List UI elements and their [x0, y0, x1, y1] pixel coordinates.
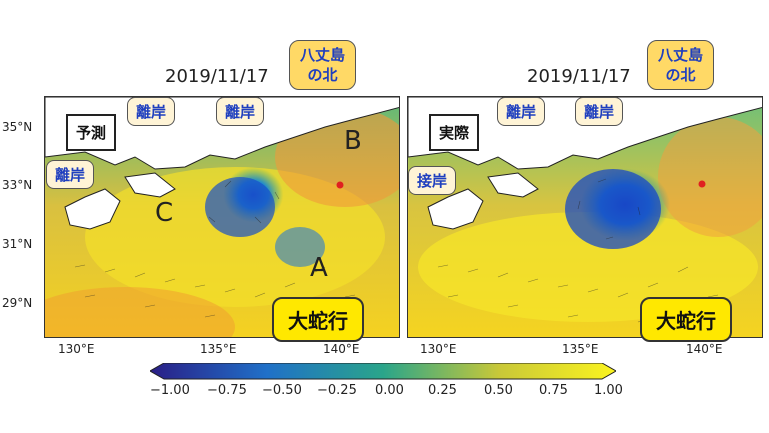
cbar-tick-2: −0.50: [262, 383, 302, 398]
cbar-tick-0: −1.00: [150, 383, 190, 398]
left-callout-2: 離岸: [216, 97, 265, 126]
cbar-tick-4: 0.00: [375, 383, 404, 398]
right-date: 2019/11/17: [527, 66, 631, 87]
lat-label-29: 29°N: [2, 296, 33, 310]
cbar-tick-5: 0.25: [428, 383, 457, 398]
right-lon-135: 135°E: [562, 342, 599, 356]
left-letter-a: A: [310, 253, 328, 283]
right-callout-2: 離岸: [575, 97, 624, 126]
lat-label-35: 35°N: [2, 120, 33, 134]
left-lon-135: 135°E: [200, 342, 237, 356]
right-lon-130: 130°E: [420, 342, 457, 356]
cbar-tick-7: 0.75: [539, 383, 568, 398]
left-letter-c: C: [155, 198, 174, 228]
right-hachijo-callout: 八丈島 の北: [647, 40, 715, 90]
right-callout-3: 接岸: [408, 166, 457, 195]
left-date: 2019/11/17: [165, 66, 269, 87]
cbar-tick-8: 1.00: [594, 383, 623, 398]
colorbar: [150, 363, 616, 380]
left-hachijo-marker: [336, 181, 344, 189]
left-tag: 予測: [66, 114, 117, 151]
cbar-tick-6: 0.50: [484, 383, 513, 398]
lat-label-31: 31°N: [2, 237, 33, 251]
right-meander-callout: 大蛇行: [640, 297, 732, 342]
left-callout-3: 離岸: [46, 160, 95, 189]
left-callout-1: 離岸: [127, 97, 176, 126]
right-hachijo-marker: [698, 180, 706, 188]
left-hachijo-callout: 八丈島 の北: [289, 40, 357, 90]
left-letter-b: B: [344, 126, 362, 156]
right-tag: 実際: [429, 114, 480, 151]
cbar-tick-3: −0.25: [317, 383, 357, 398]
right-lon-140: 140°E: [686, 342, 723, 356]
left-meander-callout: 大蛇行: [272, 297, 364, 342]
left-lon-130: 130°E: [58, 342, 95, 356]
lat-label-33: 33°N: [2, 178, 33, 192]
cbar-tick-1: −0.75: [207, 383, 247, 398]
right-callout-1: 離岸: [497, 97, 546, 126]
left-lon-140: 140°E: [323, 342, 360, 356]
